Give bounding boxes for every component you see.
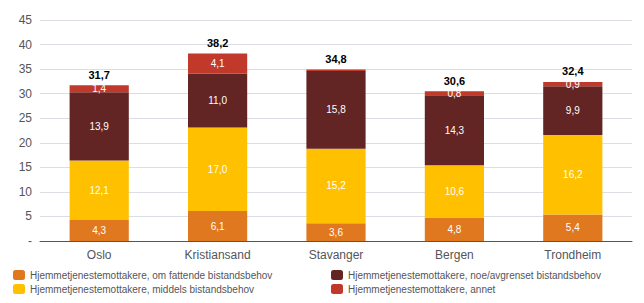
svg-text:4,8: 4,8: [447, 224, 461, 235]
svg-text:Oslo: Oslo: [87, 248, 112, 262]
svg-text:45: 45: [19, 13, 33, 27]
svg-text:30,6: 30,6: [444, 75, 465, 87]
svg-text:Trondheim: Trondheim: [544, 248, 601, 262]
svg-text:Hjemmetjenestemottakere, annet: Hjemmetjenestemottakere, annet: [348, 284, 496, 295]
svg-text:25: 25: [19, 111, 33, 125]
svg-text:Hjemmetjenestemottakere, midde: Hjemmetjenestemottakere, middels bistand…: [30, 284, 254, 295]
svg-text:3,6: 3,6: [329, 227, 343, 238]
svg-text:31,7: 31,7: [88, 69, 109, 81]
svg-text:Hjemmetjenestemottakere, noe/a: Hjemmetjenestemottakere, noe/avgrenset b…: [348, 270, 601, 281]
svg-text:6,1: 6,1: [211, 221, 225, 232]
svg-text:15,2: 15,2: [326, 180, 346, 191]
svg-text:4,3: 4,3: [92, 225, 106, 236]
svg-text:10: 10: [19, 185, 33, 199]
svg-text:34,8: 34,8: [325, 53, 346, 65]
svg-text:Kristiansand: Kristiansand: [185, 248, 251, 262]
svg-text:5: 5: [25, 209, 32, 223]
svg-text:40: 40: [19, 38, 33, 52]
svg-text:38,2: 38,2: [207, 37, 228, 49]
svg-text:-: -: [28, 234, 32, 248]
svg-text:35: 35: [19, 62, 33, 76]
svg-text:1,4: 1,4: [92, 83, 106, 94]
svg-text:30: 30: [19, 87, 33, 101]
svg-text:17,0: 17,0: [208, 164, 228, 175]
svg-text:Bergen: Bergen: [435, 248, 474, 262]
svg-text:13,9: 13,9: [89, 121, 109, 132]
svg-text:0,9: 0,9: [566, 79, 580, 90]
svg-text:15,8: 15,8: [326, 104, 346, 115]
svg-text:16,2: 16,2: [563, 169, 583, 180]
svg-text:Stavanger: Stavanger: [309, 248, 364, 262]
svg-text:4,1: 4,1: [211, 58, 225, 69]
svg-text:11,0: 11,0: [208, 95, 227, 106]
svg-text:9,9: 9,9: [566, 105, 580, 116]
svg-text:Hjemmetjenestemottakere, om fa: Hjemmetjenestemottakere, om fattende bis…: [30, 270, 272, 281]
svg-text:15: 15: [19, 160, 33, 174]
svg-text:12,1: 12,1: [89, 185, 109, 196]
svg-text:0,8: 0,8: [447, 88, 461, 99]
svg-text:20: 20: [19, 136, 33, 150]
svg-text:10,6: 10,6: [445, 186, 465, 197]
svg-text:14,3: 14,3: [445, 125, 465, 136]
svg-text:32,4: 32,4: [562, 65, 584, 77]
svg-text:5,4: 5,4: [566, 222, 580, 233]
